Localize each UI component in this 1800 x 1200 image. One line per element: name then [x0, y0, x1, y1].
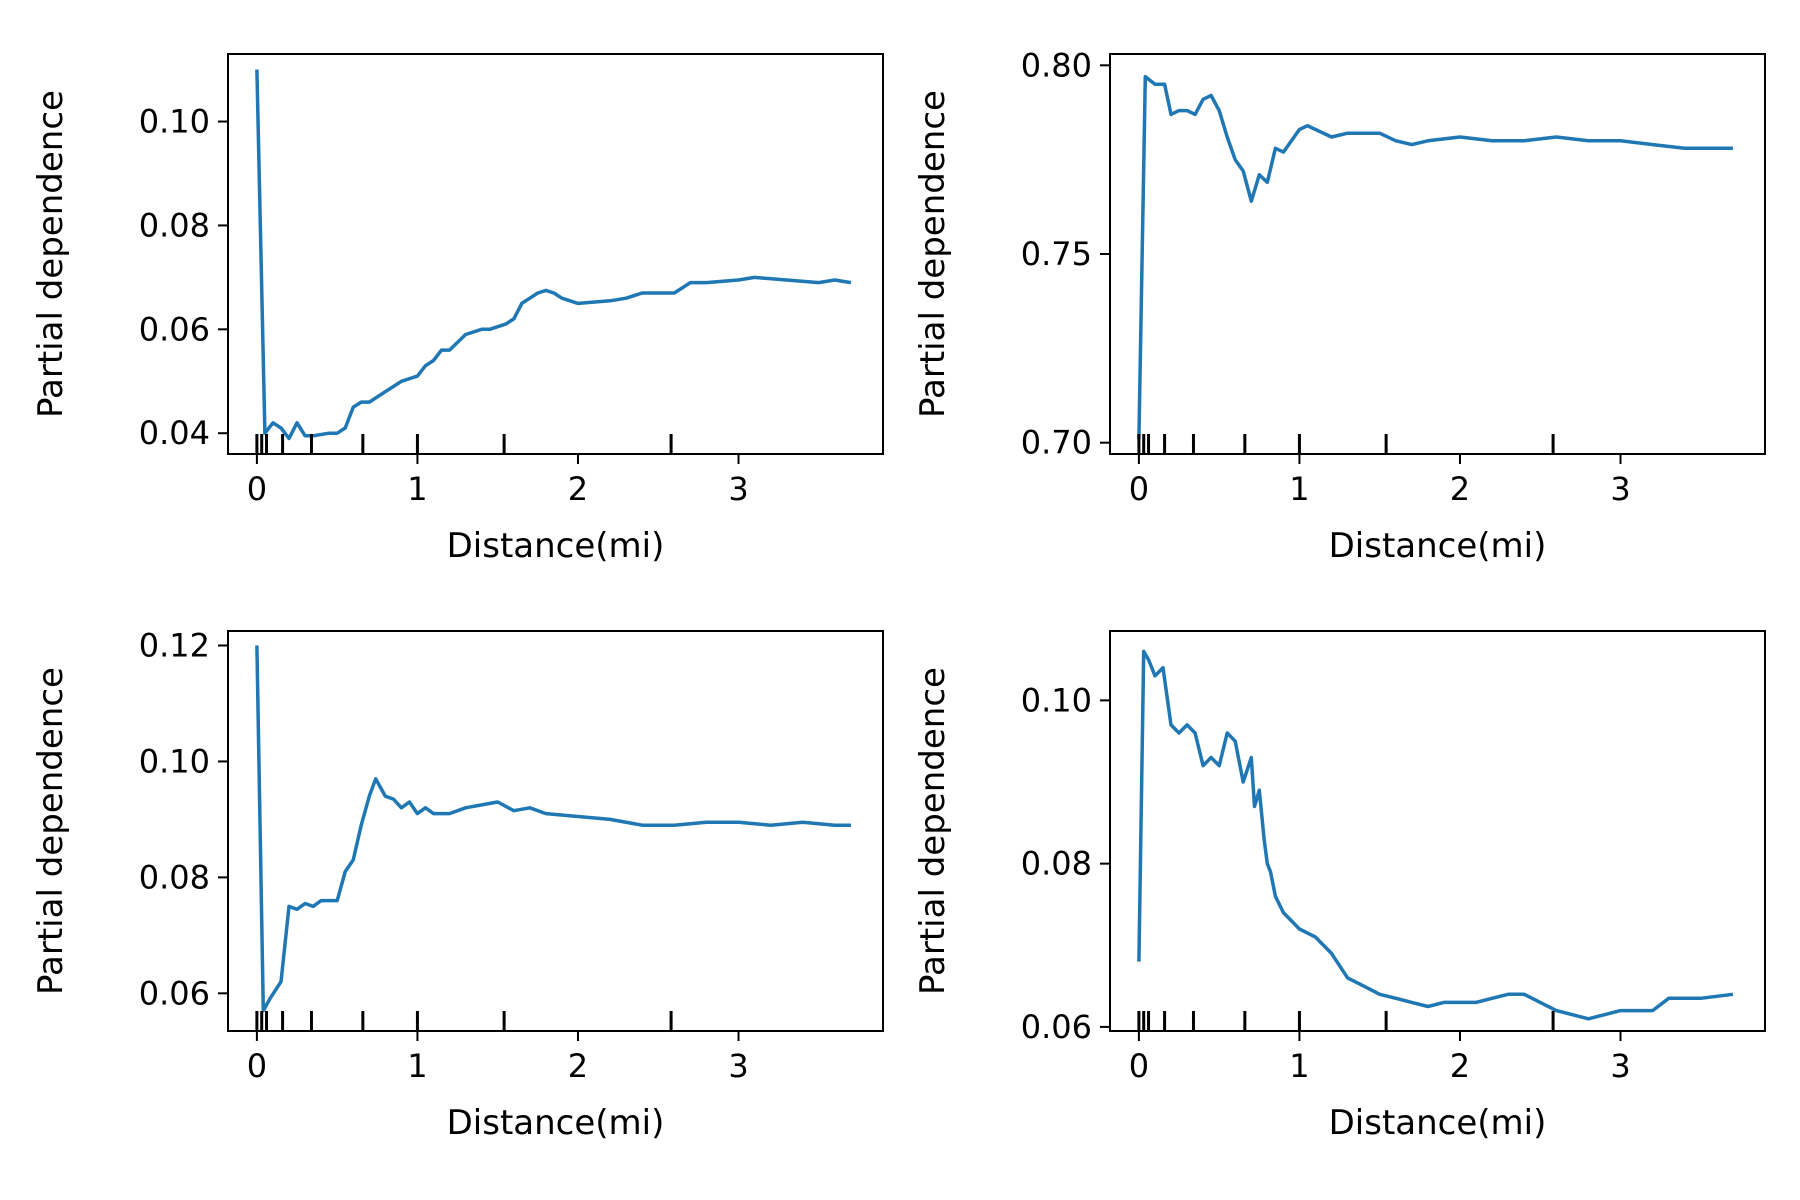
y-tick-label: 0.06 [139, 310, 210, 348]
x-axis-label: Distance(mi) [447, 1103, 665, 1143]
series-line [255, 69, 852, 441]
axes-frame [227, 53, 884, 455]
x-tick-label: 2 [1450, 1047, 1470, 1085]
x-axis-label: Distance(mi) [447, 526, 665, 566]
y-tick-label: 0.08 [1021, 845, 1092, 883]
series-line [1137, 74, 1733, 439]
x-tick-label: 2 [568, 470, 588, 508]
y-axis-label: Partial dependence [31, 667, 71, 995]
subplot-bottom-left: 0 1 2 3 0.06 0.08 0.10 0.12 Distance(mi) Partial … [31, 626, 884, 1143]
subplot-bottom-right: 0 1 2 3 0.06 0.08 0.10 Distance(mi) Partial depe… [913, 630, 1766, 1143]
x-tick-label: 1 [1289, 1047, 1309, 1085]
x-tick-label: 3 [1610, 470, 1630, 508]
y-tick-label: 0.06 [139, 974, 210, 1012]
x-tick-label: 1 [1289, 470, 1309, 508]
x-axis-label: Distance(mi) [1329, 526, 1547, 566]
y-tick-label: 0.04 [139, 414, 210, 452]
subplot-top-left: 0 1 2 3 0.04 0.06 0.08 0.10 Distance(mi) Partial … [31, 53, 884, 566]
x-tick-label: 3 [728, 470, 748, 508]
x-tick-label: 0 [247, 470, 267, 508]
axes-frame [227, 630, 884, 1032]
y-tick-label: 0.06 [1021, 1008, 1092, 1046]
x-tick-label: 1 [407, 1047, 427, 1085]
y-tick-label: 0.75 [1021, 235, 1092, 273]
y-axis-label: Partial dependence [31, 90, 71, 418]
y-tick-label: 0.80 [1021, 46, 1092, 84]
subplot-top-right: 0 1 2 3 0.70 0.75 0.80 Distance(mi) Partial depe… [913, 46, 1766, 566]
x-tick-label: 0 [1129, 470, 1149, 508]
x-tick-label: 1 [407, 470, 427, 508]
y-axis-label: Partial dependence [913, 667, 953, 995]
y-tick-label: 0.10 [139, 103, 210, 141]
y-tick-label: 0.70 [1021, 424, 1092, 462]
y-tick-label: 0.12 [139, 626, 210, 664]
x-tick-label: 0 [1129, 1047, 1149, 1085]
series-line [255, 645, 851, 1013]
x-tick-label: 3 [728, 1047, 748, 1085]
x-axis-label: Distance(mi) [1329, 1103, 1547, 1143]
x-tick-label: 0 [247, 1047, 267, 1085]
series-line [1137, 649, 1734, 1021]
y-tick-label: 0.08 [139, 206, 210, 244]
axes-frame [1109, 630, 1766, 1032]
y-axis-label: Partial dependence [913, 90, 953, 418]
y-tick-label: 0.10 [1021, 681, 1092, 719]
axes-frame [1109, 53, 1766, 455]
x-tick-label: 2 [568, 1047, 588, 1085]
x-tick-label: 3 [1610, 1047, 1630, 1085]
y-tick-label: 0.08 [139, 858, 210, 896]
x-tick-label: 2 [1450, 470, 1470, 508]
y-tick-label: 0.10 [139, 742, 210, 780]
